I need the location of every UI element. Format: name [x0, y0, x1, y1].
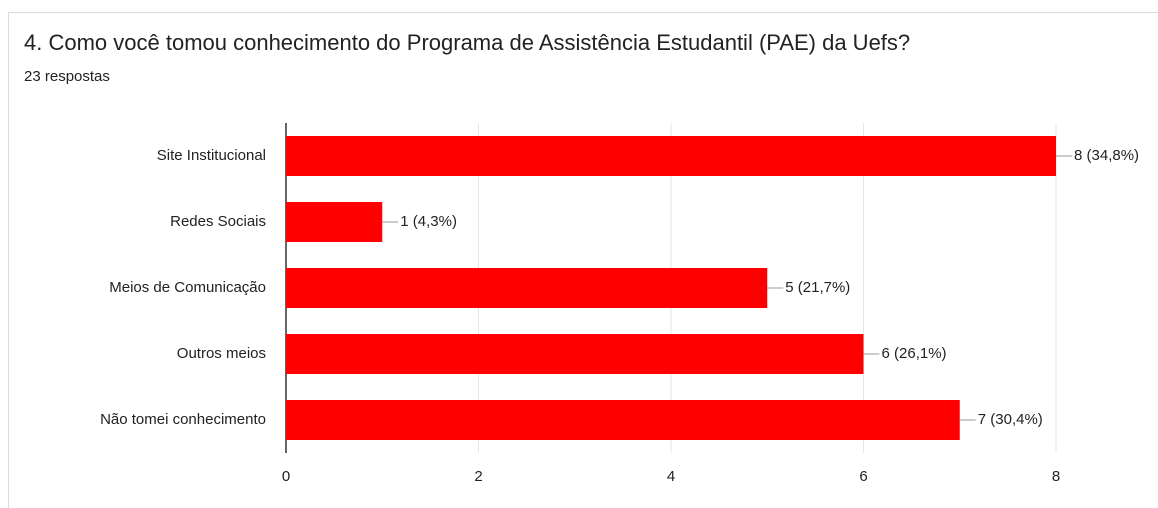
chart-subtitle: 23 respostas	[24, 68, 110, 85]
y-tick-label: Outros meios	[177, 345, 266, 362]
bar	[286, 202, 383, 242]
y-tick-label: Não tomei conhecimento	[100, 411, 266, 428]
data-label: 6 (26,1%)	[882, 345, 947, 362]
x-tick-label: 4	[667, 468, 675, 485]
x-tick-label: 6	[859, 468, 867, 485]
bar	[286, 268, 768, 308]
bar	[286, 334, 864, 374]
data-label: 5 (21,7%)	[785, 279, 850, 296]
bar	[286, 400, 960, 440]
y-tick-label: Redes Sociais	[170, 213, 266, 230]
x-tick-label: 8	[1052, 468, 1060, 485]
x-tick-label: 2	[474, 468, 482, 485]
data-label: 8 (34,8%)	[1074, 147, 1139, 164]
data-label: 7 (30,4%)	[978, 411, 1043, 428]
bar	[286, 136, 1056, 176]
y-tick-label: Meios de Comunicação	[109, 279, 266, 296]
y-tick-label: Site Institucional	[157, 147, 266, 164]
chart-title: 4. Como você tomou conhecimento do Progr…	[24, 30, 910, 55]
x-tick-label: 0	[282, 468, 290, 485]
data-label: 1 (4,3%)	[400, 213, 457, 230]
